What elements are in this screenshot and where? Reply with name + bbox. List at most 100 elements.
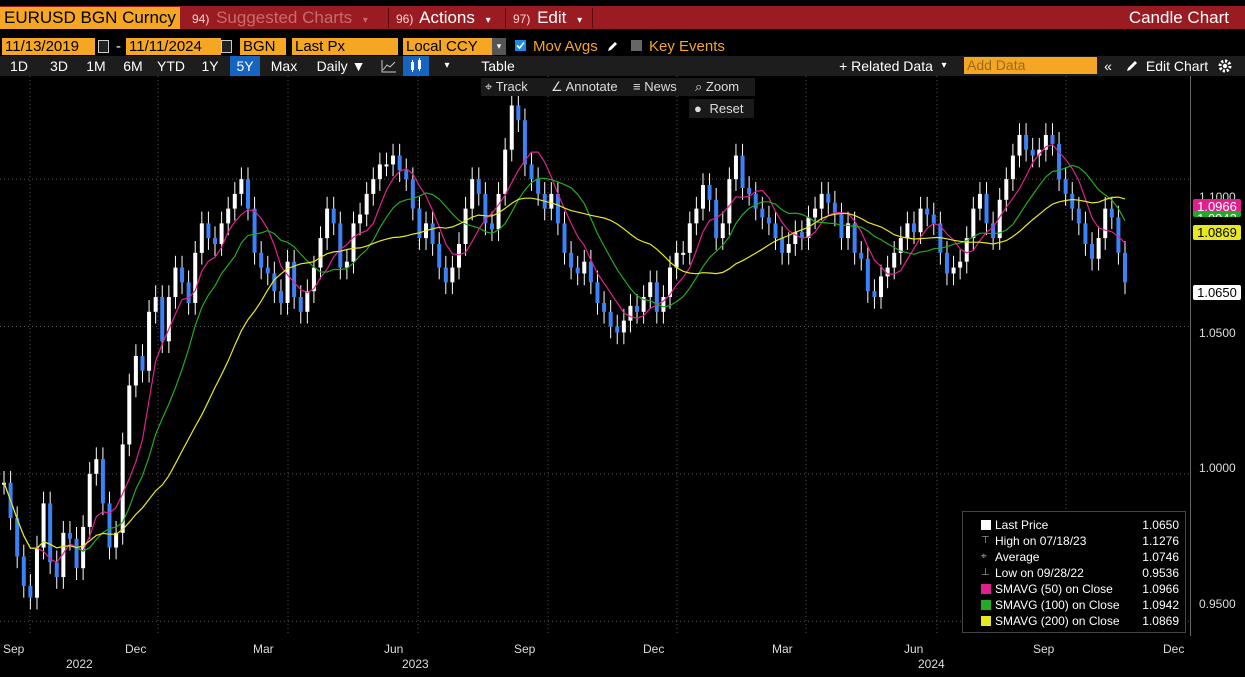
collapse-left-icon[interactable]: « bbox=[1104, 58, 1112, 74]
candle-body bbox=[832, 202, 837, 215]
candle-body bbox=[826, 193, 831, 203]
track-button[interactable]: ⌖ Track bbox=[481, 78, 549, 96]
candle-body bbox=[245, 179, 250, 209]
candle-body bbox=[456, 244, 461, 268]
candle-body bbox=[984, 193, 989, 224]
start-date-field[interactable]: 11/13/2019 bbox=[2, 38, 95, 55]
chevron-down-icon[interactable]: ▾ bbox=[492, 38, 506, 55]
currency-select[interactable]: Local CCY bbox=[403, 38, 493, 55]
candle-body bbox=[628, 305, 633, 321]
sma100-price-tag: 1.0942 bbox=[1193, 211, 1241, 217]
annotate-button[interactable]: ∠ Annotate bbox=[547, 78, 629, 96]
key-events-label[interactable]: Key Events bbox=[649, 38, 725, 55]
period-button[interactable]: 1M bbox=[86, 58, 106, 74]
candle-body bbox=[443, 267, 448, 283]
suggested-charts-menu[interactable]: 94) Suggested Charts ▾ bbox=[192, 7, 368, 29]
period-button[interactable]: 6M bbox=[123, 58, 143, 74]
candle-body bbox=[958, 261, 963, 268]
table-button[interactable]: Table bbox=[481, 58, 515, 74]
candle-body bbox=[892, 252, 897, 268]
mov-avgs-label[interactable]: Mov Avgs bbox=[533, 38, 598, 55]
x-tick-label: Dec bbox=[643, 642, 665, 656]
actions-menu[interactable]: 96) Actions ▾ bbox=[396, 7, 491, 29]
candle-body bbox=[1096, 238, 1101, 259]
price-field-select[interactable]: Last Px bbox=[292, 38, 398, 55]
legend-label: Low on 09/28/22 bbox=[995, 566, 1084, 580]
checkbox-unchecked-icon[interactable] bbox=[631, 40, 642, 51]
candle-body bbox=[1004, 179, 1009, 200]
candle-body bbox=[1010, 155, 1015, 180]
high-icon: ⊤ bbox=[981, 535, 990, 546]
candle-body bbox=[1063, 179, 1068, 194]
add-data-input[interactable]: Add Data bbox=[964, 57, 1097, 74]
candle-body bbox=[700, 185, 705, 209]
period-button[interactable]: Max bbox=[270, 58, 298, 74]
candle-body bbox=[325, 208, 330, 239]
sma200-price-tag: 1.0869 bbox=[1193, 225, 1241, 240]
news-button[interactable]: ≡ News bbox=[629, 78, 693, 96]
candle-body bbox=[569, 252, 574, 268]
candle-body bbox=[417, 208, 422, 239]
candle-body bbox=[536, 179, 541, 194]
candle-body bbox=[397, 155, 402, 171]
period-button[interactable]: 1Y bbox=[201, 58, 219, 74]
period-button[interactable]: YTD bbox=[157, 58, 185, 74]
candle-body bbox=[654, 282, 659, 312]
security-ticker[interactable]: EURUSD BGN Curncy bbox=[0, 7, 180, 29]
calendar-icon[interactable] bbox=[221, 40, 232, 53]
related-data-button[interactable]: + Related Data bbox=[839, 58, 933, 74]
candle-body bbox=[1050, 134, 1055, 144]
track-label: Track bbox=[495, 79, 528, 94]
candle-chart-icon[interactable] bbox=[403, 56, 429, 76]
zoom-button[interactable]: ⌕ Zoom bbox=[691, 78, 755, 96]
legend-value: 1.1276 bbox=[1142, 534, 1179, 548]
line-chart-icon[interactable] bbox=[381, 59, 397, 73]
candle-body bbox=[127, 385, 132, 445]
pricing-source-field[interactable]: BGN bbox=[240, 38, 286, 55]
reset-button[interactable]: ● Reset bbox=[689, 99, 754, 118]
caret-down-icon[interactable]: ▾ bbox=[941, 60, 947, 71]
candle-body bbox=[522, 120, 527, 165]
candle-body bbox=[549, 193, 554, 209]
candle-body bbox=[410, 179, 415, 209]
period-button[interactable]: 5Y bbox=[230, 56, 260, 76]
period-button[interactable]: 1D bbox=[10, 58, 28, 74]
pencil-icon[interactable] bbox=[606, 40, 619, 53]
candle-body bbox=[252, 208, 257, 253]
candle-body bbox=[1030, 149, 1035, 156]
edit-menu[interactable]: 97) Edit ▾ bbox=[513, 7, 582, 29]
calendar-icon[interactable] bbox=[98, 40, 109, 53]
checkbox-checked-icon[interactable] bbox=[515, 40, 526, 51]
candle-body bbox=[529, 164, 534, 180]
price-chart[interactable] bbox=[0, 76, 1190, 636]
legend-row: SMAVG (200) on Close 1.0869 bbox=[963, 613, 1185, 629]
candle-body bbox=[608, 311, 613, 327]
candle-body bbox=[193, 252, 198, 303]
pencil-icon[interactable] bbox=[1125, 59, 1139, 73]
candle-body bbox=[28, 585, 33, 598]
edit-chart-button[interactable]: Edit Chart bbox=[1145, 58, 1209, 74]
sma50-line bbox=[3, 144, 1126, 564]
gear-icon[interactable] bbox=[1217, 58, 1233, 74]
legend-label: SMAVG (100) on Close bbox=[995, 598, 1120, 612]
candle-body bbox=[641, 297, 646, 312]
candle-body bbox=[463, 208, 468, 244]
candle-body bbox=[846, 223, 851, 239]
candle-body bbox=[1024, 134, 1029, 150]
caret-down-icon: ▾ bbox=[485, 15, 491, 26]
candle-body bbox=[219, 223, 224, 244]
candle-body bbox=[588, 261, 593, 283]
x-tick-label: Sep bbox=[3, 642, 25, 656]
crosshair-icon: ⌖ bbox=[485, 79, 493, 94]
chart-style-dropdown[interactable]: ▾ bbox=[444, 60, 450, 71]
frequency-select[interactable]: Daily ▼ bbox=[316, 58, 366, 74]
candle-body bbox=[305, 291, 310, 312]
y-tick-label: 1.0000 bbox=[1199, 461, 1236, 475]
end-date-field[interactable]: 11/11/2024 bbox=[126, 38, 221, 55]
candle-body bbox=[516, 105, 521, 121]
period-button[interactable]: 3D bbox=[50, 58, 68, 74]
candle-body bbox=[859, 252, 864, 259]
candle-body bbox=[496, 193, 501, 230]
x-tick-label: Jun bbox=[384, 642, 404, 656]
candle-body bbox=[15, 518, 20, 557]
